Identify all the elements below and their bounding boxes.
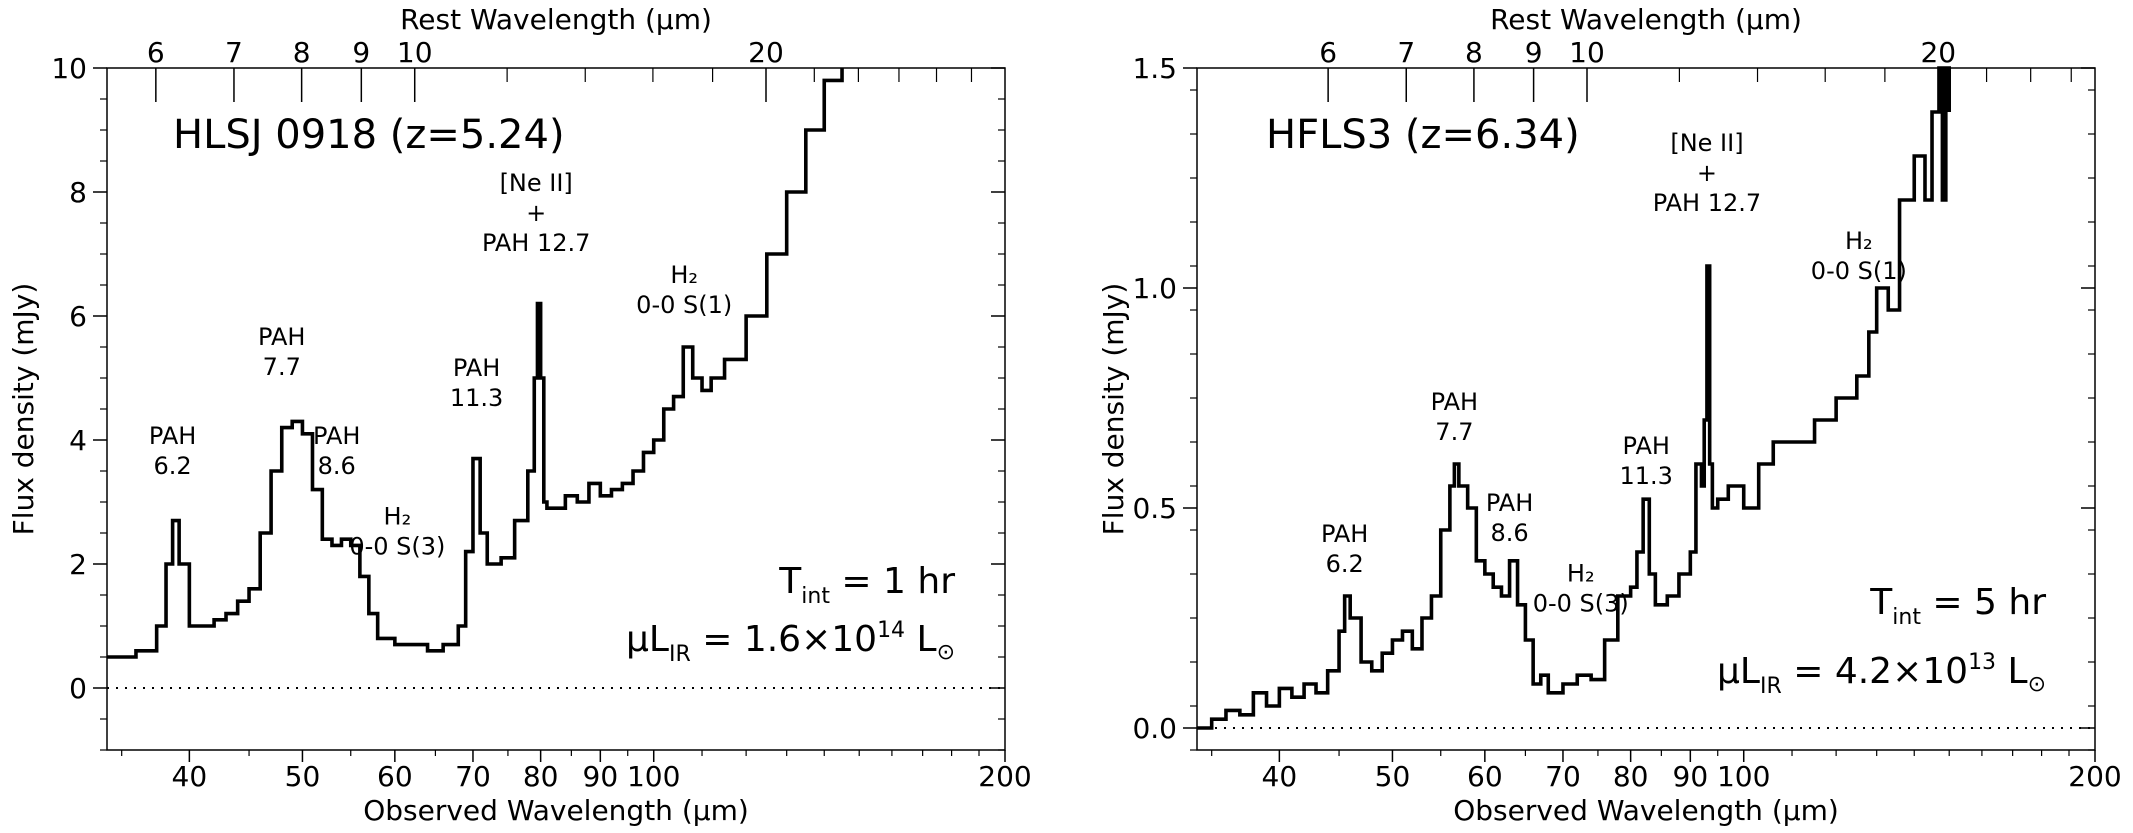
spectrum-line-hfls3: [1197, 66, 1952, 730]
x-tick-label: 90: [1673, 760, 1709, 793]
y-axis-label: Flux density (mJy): [7, 283, 40, 536]
line-label: PAH 11.3: [450, 354, 503, 412]
line-label: PAH 7.7: [258, 323, 305, 381]
x-tick-label: 200: [2068, 760, 2121, 793]
x-tick-label: 50: [1375, 760, 1411, 793]
line-label: PAH 7.7: [1431, 388, 1478, 446]
integration-time: Tint = 1 hr: [778, 561, 955, 609]
y-tick-label: 6: [69, 300, 87, 333]
line-label: PAH 6.2: [1321, 520, 1368, 578]
right-axis-ticks: [2081, 67, 2095, 751]
x-tick-label: 100: [627, 760, 680, 793]
x-axis-label: Observed Wavelength (μm): [363, 794, 749, 827]
x-tick-label: 90: [583, 760, 619, 793]
top-tick-label: 6: [1319, 36, 1337, 69]
top-tick-label: 8: [293, 36, 311, 69]
top-axis-label: Rest Wavelength (μm): [1490, 3, 1802, 36]
line-label: [Ne II] + PAH 12.7: [1653, 129, 1761, 217]
top-tick-label: 20: [1920, 36, 1956, 69]
top-axis-ticks: 6 7 8 9 10 20: [1319, 36, 2072, 102]
left-axis-ticks: 0 2 4 6 8 10: [51, 52, 107, 751]
x-tick-label: 70: [455, 760, 491, 793]
line-label: PAH 11.3: [1620, 432, 1673, 490]
line-label: H₂ 0-0 S(3): [1533, 559, 1629, 617]
y-tick-label: 2: [69, 548, 87, 581]
y-tick-label: 1.5: [1132, 52, 1177, 85]
y-tick-label: 4: [69, 424, 87, 457]
top-axis-ticks: 6 7 8 9 10 20: [147, 36, 973, 102]
y-tick-label: 0.0: [1132, 712, 1177, 745]
top-tick-label: 10: [397, 36, 433, 69]
y-tick-label: 8: [69, 176, 87, 209]
line-label: PAH 8.6: [313, 422, 360, 480]
y-tick-label: 0.5: [1132, 492, 1177, 525]
line-label: H₂ 0-0 S(1): [1811, 227, 1907, 285]
x-tick-label: 40: [172, 760, 208, 793]
x-axis-label: Observed Wavelength (μm): [1453, 794, 1839, 827]
top-tick-label: 20: [748, 36, 784, 69]
top-tick-label: 6: [147, 36, 165, 69]
plot-frame: [1196, 67, 2096, 751]
top-tick-label: 7: [1397, 36, 1415, 69]
y-tick-label: 1.0: [1132, 272, 1177, 305]
x-tick-label: 60: [1467, 760, 1503, 793]
plot-frame: [106, 67, 1006, 751]
y-tick-label: 0: [69, 672, 87, 705]
panel-hfls3: 6 7 8 9 10 20 40 50 60 70 80 90 100 200 0.0 0.5 1.0 1.5…: [1097, 3, 2122, 827]
line-label: H₂ 0-0 S(3): [349, 503, 445, 561]
integration-time: Tint = 5 hr: [1869, 582, 2046, 630]
top-tick-label: 10: [1569, 36, 1605, 69]
top-tick-label: 7: [225, 36, 243, 69]
x-tick-label: 60: [377, 760, 413, 793]
ir-luminosity: μLIR = 4.2×1013 L⊙: [1717, 650, 2046, 699]
y-tick-label: 10: [51, 52, 87, 85]
line-label: [Ne II] + PAH 12.7: [482, 169, 590, 257]
line-label: PAH 6.2: [149, 422, 196, 480]
top-tick-label: 8: [1465, 36, 1483, 69]
spectrum-line-hlsj-0918: [107, 68, 844, 659]
bottom-axis-ticks: 40 50 60 70 80 90 100 200: [121, 750, 1032, 793]
chart-title: HLSJ 0918 (z=5.24): [173, 112, 565, 158]
x-tick-label: 80: [523, 760, 559, 793]
y-axis-label: Flux density (mJy): [1097, 283, 1130, 536]
chart-title: HFLS3 (z=6.34): [1266, 112, 1580, 158]
x-tick-label: 200: [978, 760, 1031, 793]
x-tick-label: 70: [1545, 760, 1581, 793]
line-label: H₂ 0-0 S(1): [636, 261, 732, 319]
x-tick-label: 100: [1717, 760, 1770, 793]
bottom-axis-ticks: 40 50 60 70 80 90 100 200: [1211, 750, 2122, 793]
x-tick-label: 40: [1262, 760, 1298, 793]
panel-hlsj-0918: 6 7 8 9 10 20 40 50 60 70 80 90 100 200 0 2 4 6 8 10 HLSJ…: [7, 3, 1032, 827]
top-tick-label: 9: [1525, 36, 1543, 69]
left-axis-ticks: 0.0 0.5 1.0 1.5: [1132, 52, 1197, 751]
top-axis-label: Rest Wavelength (μm): [400, 3, 712, 36]
x-tick-label: 80: [1613, 760, 1649, 793]
right-axis-ticks: [991, 67, 1005, 751]
line-label: PAH 8.6: [1486, 489, 1533, 547]
ir-luminosity: μLIR = 1.6×1014 L⊙: [626, 618, 955, 667]
x-tick-label: 50: [285, 760, 321, 793]
top-tick-label: 9: [352, 36, 370, 69]
